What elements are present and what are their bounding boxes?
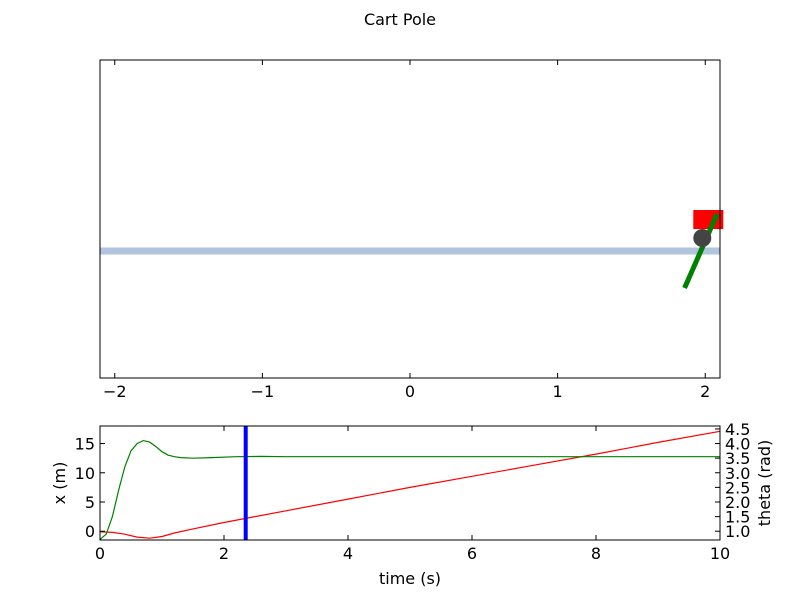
figure-title: Cart Pole [364,10,436,29]
bottom-x-tick-label: 2 [219,544,229,563]
top-x-tick-label: 2 [700,382,710,401]
pole [682,212,720,290]
y2-tick-label: 3.5 [725,449,750,468]
y2-tick-label: 2.0 [725,493,750,512]
y2-tick-label: 1.0 [725,522,750,541]
y2-axis-label: theta (rad) [755,440,774,526]
cart-pivot [693,229,712,247]
y2-tick-label: 3.0 [725,464,750,483]
timeseries-plot-area [100,426,720,540]
cart-body [693,210,724,229]
y-tick-label: 5 [85,493,95,512]
x-axis-label: time (s) [379,569,441,588]
bottom-x-tick-label: 8 [591,544,601,563]
y-axis-label: x (m) [50,462,69,505]
y-tick-label: 10 [75,464,95,483]
y2-tick-label: 1.5 [725,508,750,527]
bottom-x-tick-label: 6 [467,544,477,563]
bottom-x-tick-label: 10 [710,544,730,563]
top-x-tick-label: 0 [405,382,415,401]
cartpole-frame [99,59,721,379]
y-tick-label: 15 [75,435,95,454]
timeseries-frame [99,425,721,541]
y-tick-label: 0 [85,522,95,541]
top-x-tick-label: 1 [553,382,563,401]
x-position-line [99,430,721,539]
theta-line [99,439,720,540]
bottom-x-tick-label: 4 [343,544,353,563]
y2-tick-label: 4.5 [725,420,750,439]
top-x-tick-label: −2 [103,382,127,401]
cartpole-plot-area [100,60,720,378]
timeseries-axes: 0 2 4 6 8 10 0 5 10 15 1.01.52.02.53.03.54.04.5 ti… [50,420,774,588]
y2-tick-label: 4.0 [725,435,750,454]
top-x-tick-label: −1 [251,382,275,401]
y2-tick-label: 2.5 [725,478,750,497]
bottom-x-tick-label: 0 [95,544,105,563]
cartpole-axes: −2 −1 0 1 2 [99,59,724,401]
